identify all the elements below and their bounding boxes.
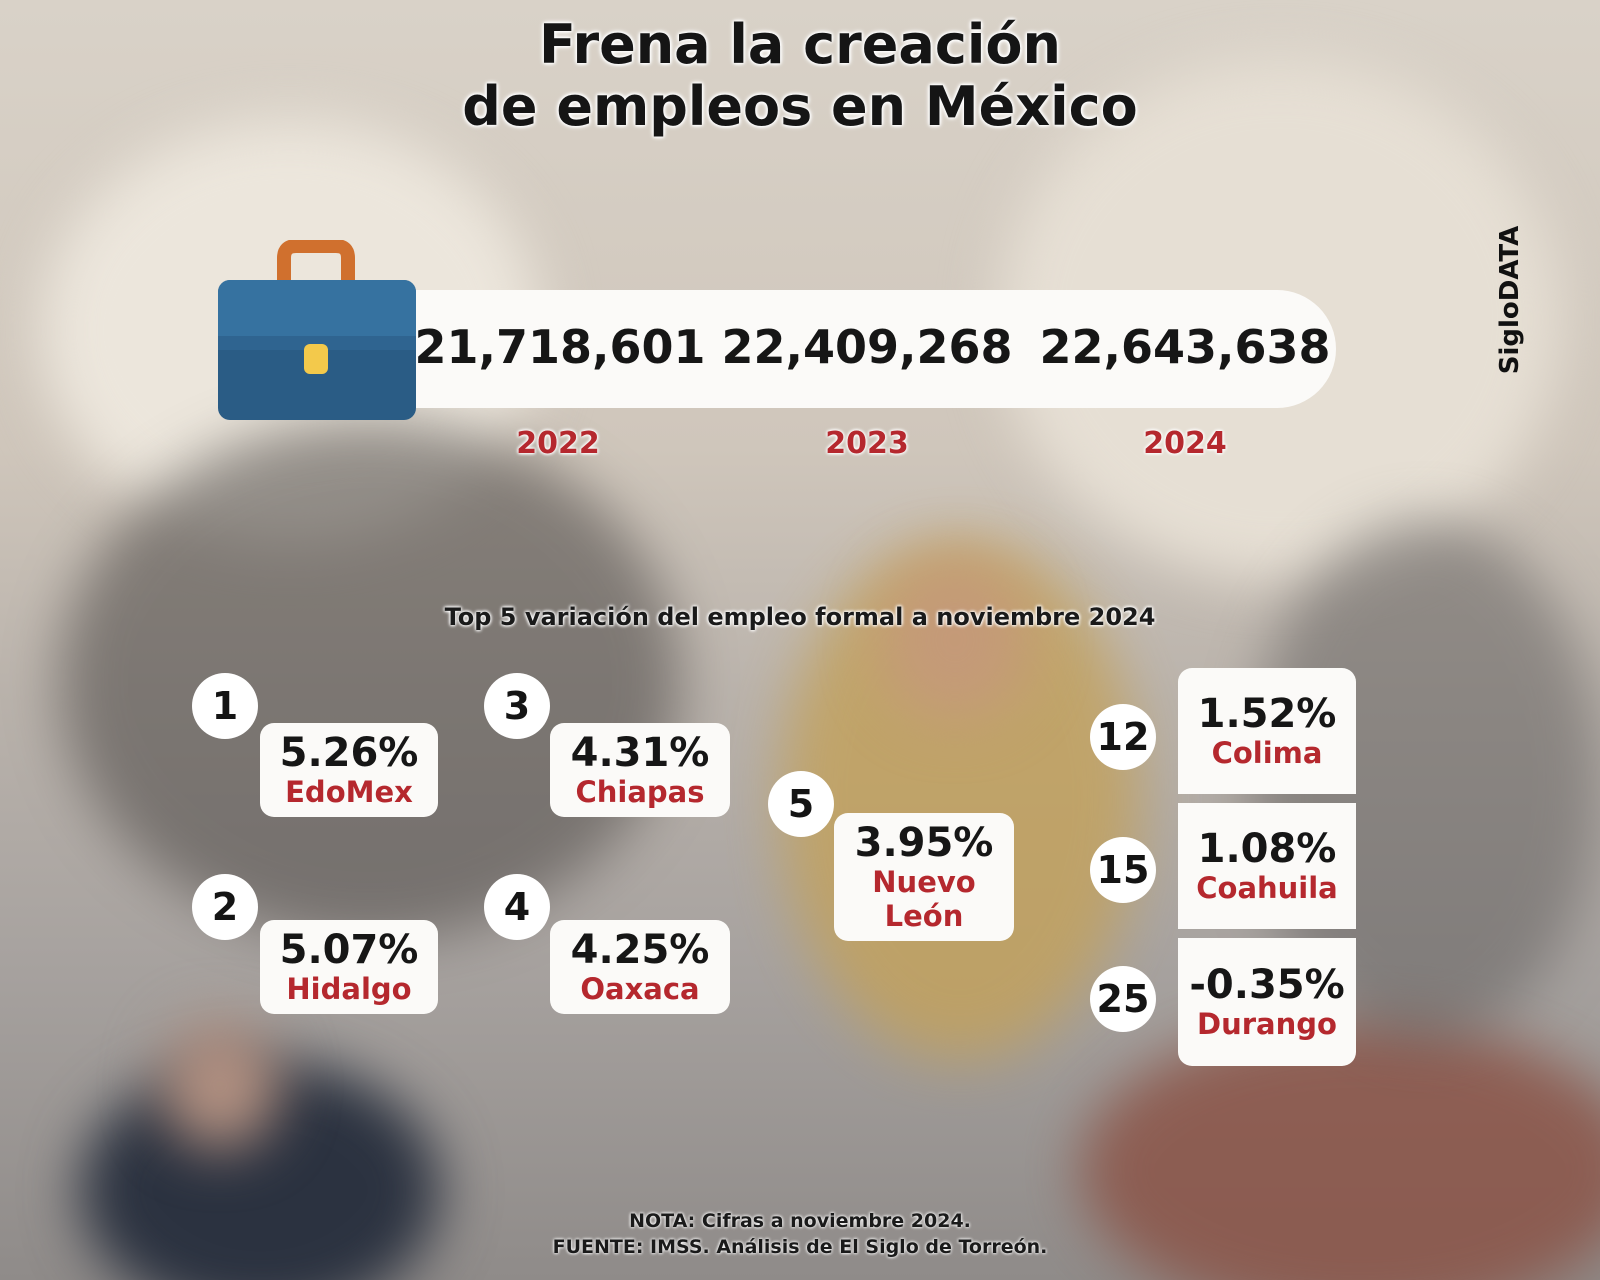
page-title: Frena la creación de empleos en México: [0, 14, 1600, 138]
state-name: Colima: [1211, 736, 1323, 770]
state-value: 4.31%: [570, 730, 710, 776]
state-name-line-1: Nuevo: [872, 865, 976, 899]
briefcase-icon: [218, 240, 416, 420]
rank-badge: 12: [1090, 704, 1156, 770]
state-card-durango: -0.35% Durango: [1178, 938, 1356, 1066]
state-card-nuevo-leon: 3.95% Nuevo León: [834, 813, 1014, 941]
rank-badge: 3: [484, 673, 550, 739]
title-line-2: de empleos en México: [462, 75, 1138, 138]
rank-badge: 1: [192, 673, 258, 739]
brand-label: SigloDATA: [1495, 225, 1525, 375]
state-card-edomex: 5.26% EdoMex: [260, 723, 438, 817]
total-2023: 22,409,268: [721, 320, 1013, 374]
state-card-oaxaca: 4.25% Oaxaca: [550, 920, 730, 1014]
state-name: Chiapas: [575, 775, 705, 809]
state-value: 5.26%: [279, 730, 419, 776]
state-name: Oaxaca: [580, 972, 700, 1006]
state-card-colima: 1.52% Colima: [1178, 668, 1356, 794]
rank-badge: 15: [1090, 837, 1156, 903]
rank-badge: 25: [1090, 966, 1156, 1032]
rank-badge: 4: [484, 874, 550, 940]
total-2024: 22,643,638: [1039, 320, 1331, 374]
state-name: Durango: [1197, 1007, 1337, 1041]
year-2024: 2024: [1143, 426, 1227, 461]
year-2022: 2022: [516, 426, 600, 461]
state-value: 1.52%: [1197, 691, 1337, 737]
footer-nota: NOTA: Cifras a noviembre 2024.: [629, 1210, 971, 1232]
state-value: -0.35%: [1189, 962, 1345, 1008]
state-card-chiapas: 4.31% Chiapas: [550, 723, 730, 817]
year-2023: 2023: [825, 426, 909, 461]
state-name: Coahuila: [1196, 871, 1338, 905]
footer-notes: NOTA: Cifras a noviembre 2024. FUENTE: I…: [0, 1208, 1600, 1260]
state-card-coahuila: 1.08% Coahuila: [1178, 803, 1356, 929]
footer-fuente: FUENTE: IMSS. Análisis de El Siglo de To…: [552, 1236, 1048, 1258]
state-name: Hidalgo: [286, 972, 412, 1006]
totals-band: [380, 290, 1336, 408]
ranking-title: Top 5 variación del empleo formal a novi…: [444, 603, 1156, 631]
state-card-hidalgo: 5.07% Hidalgo: [260, 920, 438, 1014]
state-value: 1.08%: [1197, 826, 1337, 872]
state-name-line-2: León: [884, 899, 964, 933]
rank-badge: 5: [768, 771, 834, 837]
state-value: 5.07%: [279, 927, 419, 973]
total-2022: 21,718,601: [414, 320, 706, 374]
state-value: 3.95%: [854, 820, 994, 866]
state-value: 4.25%: [570, 927, 710, 973]
rank-badge: 2: [192, 874, 258, 940]
title-line-1: Frena la creación: [539, 13, 1061, 76]
state-name: EdoMex: [285, 775, 413, 809]
